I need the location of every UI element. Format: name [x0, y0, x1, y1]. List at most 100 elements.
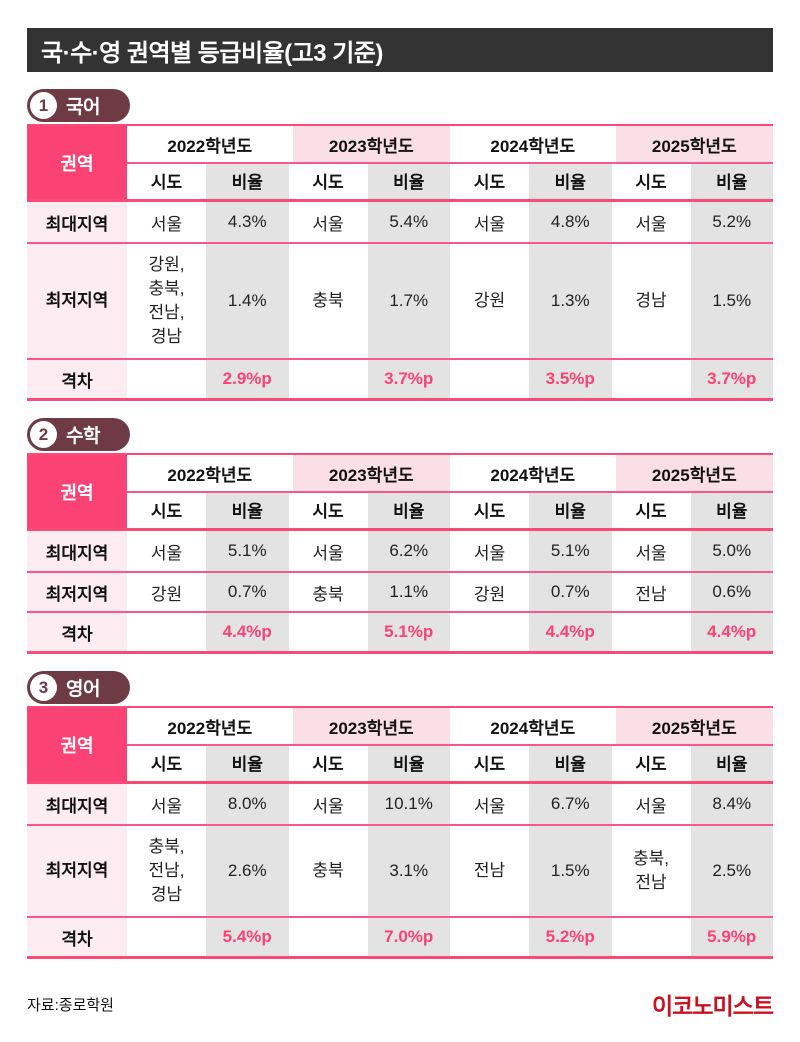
row-label: 격차: [27, 613, 127, 651]
ratio-cell: 2.5%: [690, 826, 773, 916]
sido-header: 시도: [473, 173, 506, 192]
sido-cell: 서울: [473, 796, 506, 816]
sido-cell-empty: [131, 613, 202, 651]
sido-cell: 서울: [150, 796, 183, 816]
sido-cell-empty: [454, 613, 525, 651]
ratio-cell: 4.8%: [529, 202, 612, 242]
table-row-min: 최저지역 강원 0.7% 충북 1.1% 강원 0.7% 전남 0.6%: [27, 571, 773, 611]
section-math: 2 수학 권역 2022학년도 2023학년도 2024학년도 2025학년도 …: [27, 418, 773, 654]
sido-cell: 강원, 충북, 전남, 경남: [148, 255, 185, 346]
section-subject-label: 국어: [66, 97, 100, 118]
footer: 자료:종로학원 이코노미스트: [27, 987, 774, 1021]
gap-value-cell: 3.7%p: [690, 360, 773, 398]
gap-value-cell: 5.2%p: [529, 918, 612, 956]
section-number-icon: 2: [30, 421, 57, 448]
sido-cell: 전남: [635, 584, 667, 604]
table-row-gap: 격차 4.4%p 5.1%p 4.4%p 4.4%p: [27, 611, 773, 651]
sido-cell-empty: [293, 613, 364, 651]
ratio-cell: 2.6%: [206, 826, 289, 916]
ratio-cell: 0.7%: [529, 573, 612, 611]
region-header-cell: 권역: [27, 126, 127, 199]
section-badge: 1 국어: [27, 89, 130, 122]
sido-cell-empty: [616, 360, 687, 398]
row-label: 격차: [27, 360, 127, 398]
table-row-min: 최저지역 강원, 충북, 전남, 경남 1.4% 충북 1.7% 강원 1.3%…: [27, 242, 773, 358]
sido-cell: 서울: [150, 543, 183, 563]
table-row-gap: 격차 2.9%p 3.7%p 3.5%p 3.7%p: [27, 358, 773, 398]
sido-header: 시도: [473, 502, 506, 521]
table-header: 권역 2022학년도 2023학년도 2024학년도 2025학년도 시도 비율…: [27, 708, 773, 784]
sido-cell: 서울: [150, 214, 183, 234]
sido-header: 시도: [150, 173, 183, 192]
year-header: 2024학년도: [490, 718, 576, 738]
year-header: 2022학년도: [167, 465, 253, 485]
sido-header: 시도: [635, 173, 667, 192]
sido-cell: 강원: [150, 584, 183, 604]
gap-value-cell: 4.4%p: [206, 613, 289, 651]
year-header: 2025학년도: [615, 126, 773, 162]
page-title-text: 국·수·영 권역별 등급비율(고3 기준): [41, 39, 383, 67]
section-english: 3 영어 권역 2022학년도 2023학년도 2024학년도 2025학년도 …: [27, 671, 773, 959]
sido-cell: 서울: [473, 543, 506, 563]
ratio-cell: 5.2%: [690, 202, 773, 242]
gap-value-cell: 4.4%p: [529, 613, 612, 651]
grade-ratio-table-english: 권역 2022학년도 2023학년도 2024학년도 2025학년도 시도 비율…: [27, 706, 773, 959]
region-header-cell: 권역: [27, 455, 127, 528]
ratio-header: 비율: [529, 744, 612, 781]
sido-header: 시도: [312, 502, 344, 521]
sido-header: 시도: [312, 755, 344, 774]
ratio-cell: 5.1%: [206, 531, 289, 571]
sido-cell: 서울: [312, 796, 344, 816]
sido-cell: 서울: [312, 543, 344, 563]
ratio-cell: 5.4%: [367, 202, 450, 242]
ratio-cell: 1.4%: [206, 244, 289, 358]
row-label: 최저지역: [27, 244, 127, 358]
gap-value-cell: 5.1%p: [367, 613, 450, 651]
year-header: 2022학년도: [167, 718, 253, 738]
table-header: 권역 2022학년도 2023학년도 2024학년도 2025학년도 시도 비율…: [27, 455, 773, 531]
ratio-cell: 1.5%: [690, 244, 773, 358]
section-badge: 3 영어: [27, 671, 130, 704]
section-korean: 1 국어 권역 2022학년도 2023학년도 2024학년도 2025학년도 …: [27, 89, 773, 401]
ratio-header: 비율: [690, 491, 773, 528]
table-row-max: 최대지역 서울 4.3% 서울 5.4% 서울 4.8% 서울 5.2%: [27, 202, 773, 242]
year-header: 2022학년도: [167, 136, 253, 156]
table-row-max: 최대지역 서울 8.0% 서울 10.1% 서울 6.7% 서울 8.4%: [27, 784, 773, 824]
sido-cell: 서울: [473, 214, 506, 234]
sido-cell: 서울: [312, 214, 344, 234]
section-subject-label: 영어: [66, 679, 100, 700]
ratio-header: 비율: [529, 491, 612, 528]
sido-cell: 강원: [473, 291, 506, 310]
row-label: 최대지역: [27, 531, 127, 571]
ratio-header: 비율: [367, 491, 450, 528]
table-row-gap: 격차 5.4%p 7.0%p 5.2%p 5.9%p: [27, 916, 773, 956]
sido-cell-empty: [454, 918, 525, 956]
row-label: 최대지역: [27, 784, 127, 824]
row-label: 격차: [27, 918, 127, 956]
ratio-cell: 1.1%: [367, 573, 450, 611]
ratio-cell: 8.4%: [690, 784, 773, 824]
ratio-cell: 1.7%: [367, 244, 450, 358]
ratio-cell: 8.0%: [206, 784, 289, 824]
section-number-icon: 3: [30, 674, 57, 701]
sido-cell-empty: [293, 918, 364, 956]
gap-value-cell: 3.7%p: [367, 360, 450, 398]
table-row-min: 최저지역 충북, 전남, 경남 2.6% 충북 3.1% 전남 1.5% 충북,…: [27, 824, 773, 916]
ratio-cell: 4.3%: [206, 202, 289, 242]
year-header: 2025학년도: [615, 708, 773, 744]
sido-cell: 전남: [473, 861, 506, 880]
ratio-header: 비율: [367, 162, 450, 199]
gap-value-cell: 3.5%p: [529, 360, 612, 398]
sido-header: 시도: [150, 755, 183, 774]
sido-header: 시도: [635, 755, 667, 774]
year-header: 2023학년도: [292, 126, 450, 162]
table-header: 권역 2022학년도 2023학년도 2024학년도 2025학년도 시도 비율…: [27, 126, 773, 202]
sido-cell-empty: [616, 613, 687, 651]
sido-cell: 충북: [312, 861, 344, 880]
sido-cell: 서울: [635, 543, 667, 563]
year-header: 2024학년도: [490, 465, 576, 485]
gap-value-cell: 4.4%p: [690, 613, 773, 651]
ratio-cell: 1.5%: [529, 826, 612, 916]
sido-cell: 서울: [635, 214, 667, 234]
ratio-header: 비율: [529, 162, 612, 199]
